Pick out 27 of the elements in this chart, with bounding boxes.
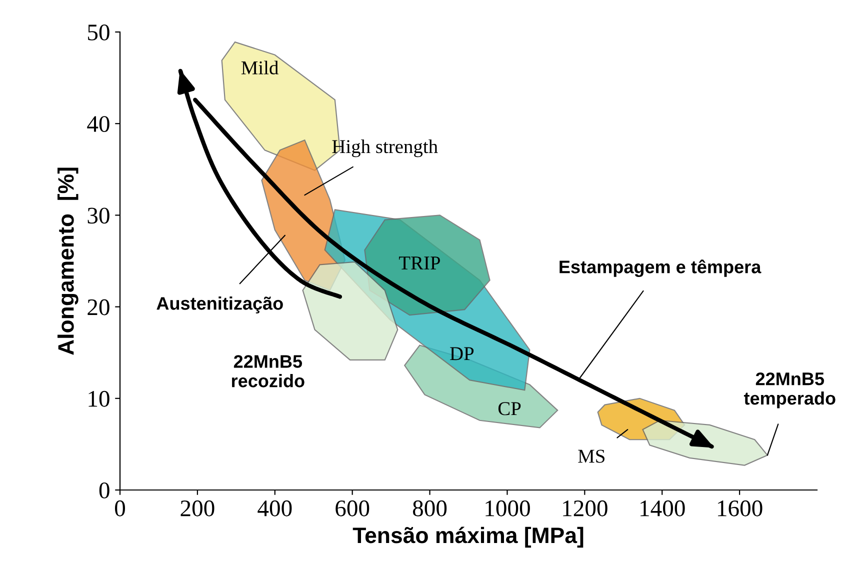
annotation: Austenitização	[156, 296, 283, 314]
x-tick-label: 1000	[486, 500, 530, 516]
x-tick-label: 1200	[563, 500, 608, 516]
x-tick-label: 800	[412, 500, 447, 516]
x-tick-label: 0	[114, 500, 126, 516]
annotation: TRIP	[398, 256, 440, 270]
y-tick-label: 50	[88, 24, 110, 40]
x-tick-label: 1600	[718, 500, 762, 516]
y-tick-label: 40	[87, 116, 110, 132]
annotation: Mild	[241, 60, 278, 74]
x-tick-label: 600	[336, 500, 370, 516]
x-tick-label: 200	[180, 500, 214, 516]
y-axis-title: Alongamento [%]	[58, 168, 78, 355]
x-tick-label: 400	[258, 500, 292, 516]
y-tick-label: 20	[88, 299, 110, 316]
annotation: Estampagem e têmpera	[560, 260, 762, 277]
y-tick-label: 0	[99, 482, 110, 498]
x-tick-label: 1400	[640, 500, 685, 516]
annotation: 22MnB5 recozido	[232, 355, 304, 388]
x-axis-title: Tensão máxima [MPa]	[352, 526, 584, 548]
annotation: CP	[498, 402, 521, 416]
y-tick-label: 30	[88, 208, 110, 224]
y-tick-label: 10	[88, 390, 110, 407]
annotation: High strength	[332, 139, 438, 158]
annotation: DP	[450, 347, 474, 360]
annotation: 22MnB5 temperado	[744, 372, 836, 408]
annotation: MS	[578, 450, 604, 463]
